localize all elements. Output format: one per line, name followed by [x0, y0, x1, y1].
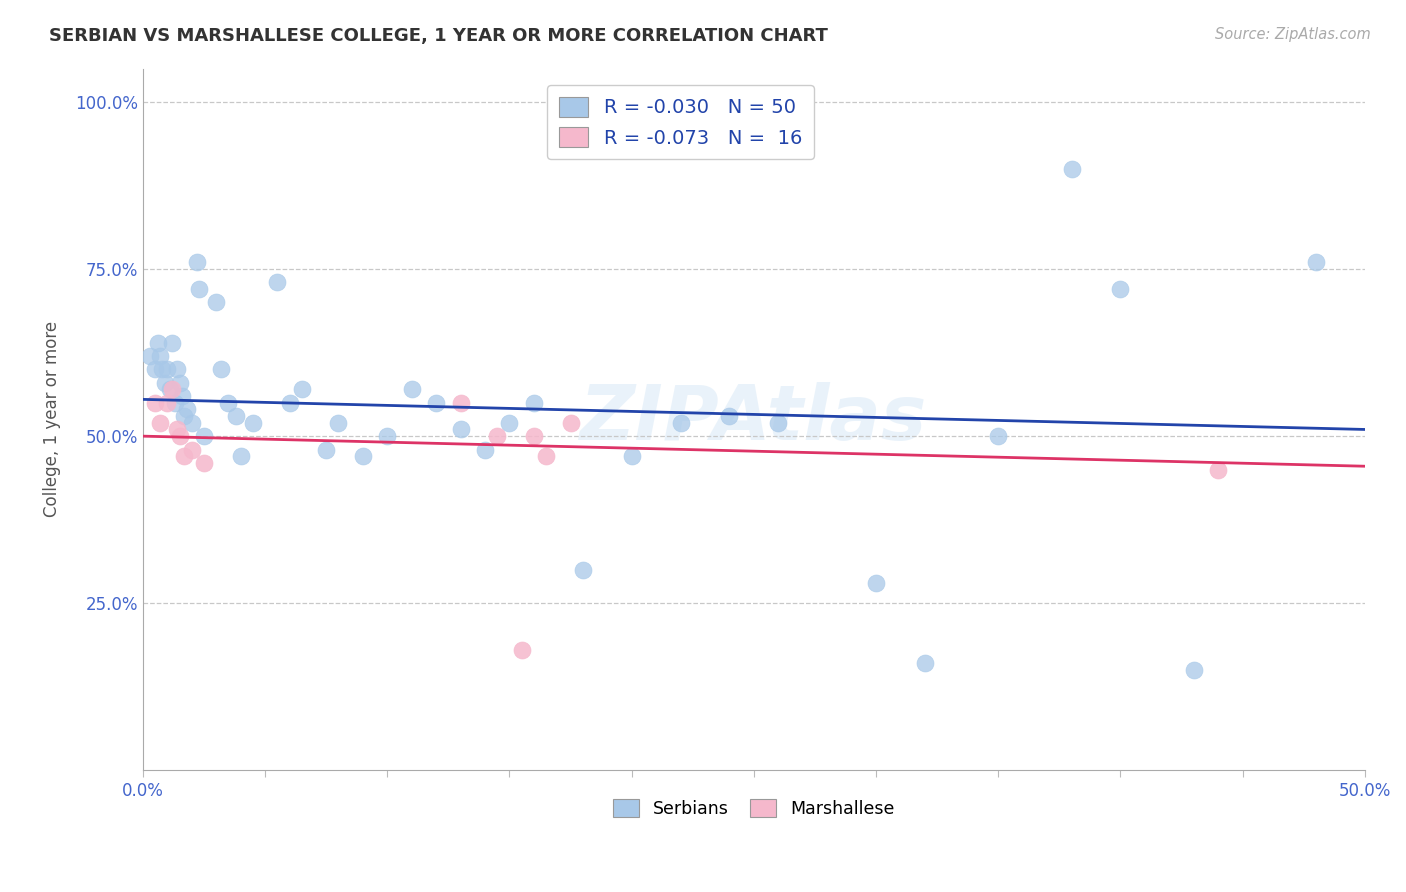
- Point: [163, 395, 186, 409]
- Point: [1305, 255, 1327, 269]
- Point: [143, 395, 166, 409]
- Point: [315, 442, 337, 457]
- Point: [620, 449, 643, 463]
- Y-axis label: College, 1 year or more: College, 1 year or more: [44, 321, 60, 517]
- Point: [176, 402, 198, 417]
- Point: [229, 449, 252, 463]
- Point: [534, 449, 557, 463]
- Point: [166, 422, 188, 436]
- Point: [173, 409, 195, 423]
- Point: [266, 276, 288, 290]
- Point: [401, 382, 423, 396]
- Point: [1182, 663, 1205, 677]
- Point: [153, 376, 176, 390]
- Point: [193, 456, 215, 470]
- Point: [156, 362, 179, 376]
- Point: [160, 382, 183, 396]
- Point: [498, 416, 520, 430]
- Point: [149, 349, 172, 363]
- Point: [160, 335, 183, 350]
- Point: [152, 362, 174, 376]
- Point: [450, 422, 472, 436]
- Text: ZIPAtlas: ZIPAtlas: [581, 383, 928, 457]
- Point: [291, 382, 314, 396]
- Point: [188, 282, 211, 296]
- Point: [523, 429, 546, 443]
- Point: [718, 409, 741, 423]
- Point: [450, 395, 472, 409]
- Point: [186, 255, 208, 269]
- Point: [143, 362, 166, 376]
- Point: [474, 442, 496, 457]
- Point: [225, 409, 247, 423]
- Legend: Serbians, Marshallese: Serbians, Marshallese: [606, 792, 901, 825]
- Point: [242, 416, 264, 430]
- Point: [1206, 462, 1229, 476]
- Point: [375, 429, 398, 443]
- Point: [180, 416, 202, 430]
- Point: [193, 429, 215, 443]
- Text: SERBIAN VS MARSHALLESE COLLEGE, 1 YEAR OR MORE CORRELATION CHART: SERBIAN VS MARSHALLESE COLLEGE, 1 YEAR O…: [49, 27, 828, 45]
- Point: [352, 449, 374, 463]
- Text: Source: ZipAtlas.com: Source: ZipAtlas.com: [1215, 27, 1371, 42]
- Point: [149, 416, 172, 430]
- Point: [278, 395, 301, 409]
- Point: [173, 449, 195, 463]
- Point: [1060, 161, 1083, 176]
- Point: [560, 416, 582, 430]
- Point: [987, 429, 1010, 443]
- Point: [669, 416, 692, 430]
- Point: [169, 376, 191, 390]
- Point: [169, 429, 191, 443]
- Point: [865, 576, 887, 591]
- Point: [156, 395, 179, 409]
- Point: [523, 395, 546, 409]
- Point: [139, 349, 162, 363]
- Point: [205, 295, 228, 310]
- Point: [166, 362, 188, 376]
- Point: [180, 442, 202, 457]
- Point: [510, 643, 533, 657]
- Point: [159, 382, 181, 396]
- Point: [328, 416, 350, 430]
- Point: [768, 416, 790, 430]
- Point: [425, 395, 447, 409]
- Point: [571, 563, 593, 577]
- Point: [170, 389, 193, 403]
- Point: [217, 395, 239, 409]
- Point: [146, 335, 169, 350]
- Point: [914, 657, 936, 671]
- Point: [1109, 282, 1132, 296]
- Point: [209, 362, 232, 376]
- Point: [486, 429, 509, 443]
